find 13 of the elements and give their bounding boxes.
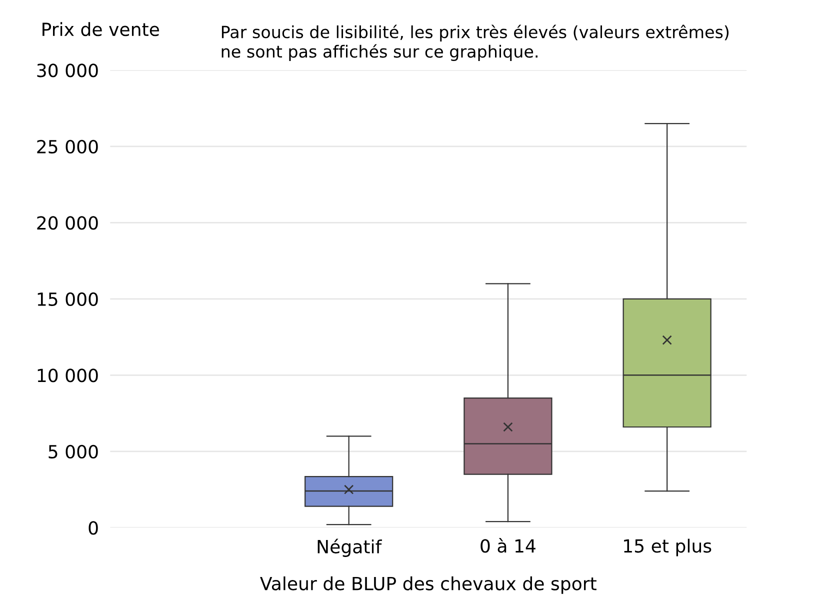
x-tick-label: Négatif <box>318 538 382 557</box>
x-tick-label: 15 et plus <box>624 538 712 556</box>
y-tick-label: 10 000 <box>38 368 98 382</box>
y-tick-label: 15 000 <box>38 292 98 306</box>
text: Par soucis de lisibilité, les prix très élevés (valeurs extrêmes) ne sont pas affichés sur ce graphique. <box>222 24 729 61</box>
y-tick-label: 25 000 <box>37 140 98 154</box>
y-tick-label: 5 000 <box>48 444 98 459</box>
y-axis-title: Prix de vente <box>42 22 160 36</box>
y-tick-label: 0 <box>88 521 98 535</box>
x-tick-label: 0 à 14 <box>480 538 536 553</box>
x-axis-title: Valeur de BLUP des chevaux de sport <box>260 576 596 594</box>
y-tick-label: 20 000 <box>37 216 98 230</box>
y-tick-label: 30 000 <box>37 64 98 78</box>
